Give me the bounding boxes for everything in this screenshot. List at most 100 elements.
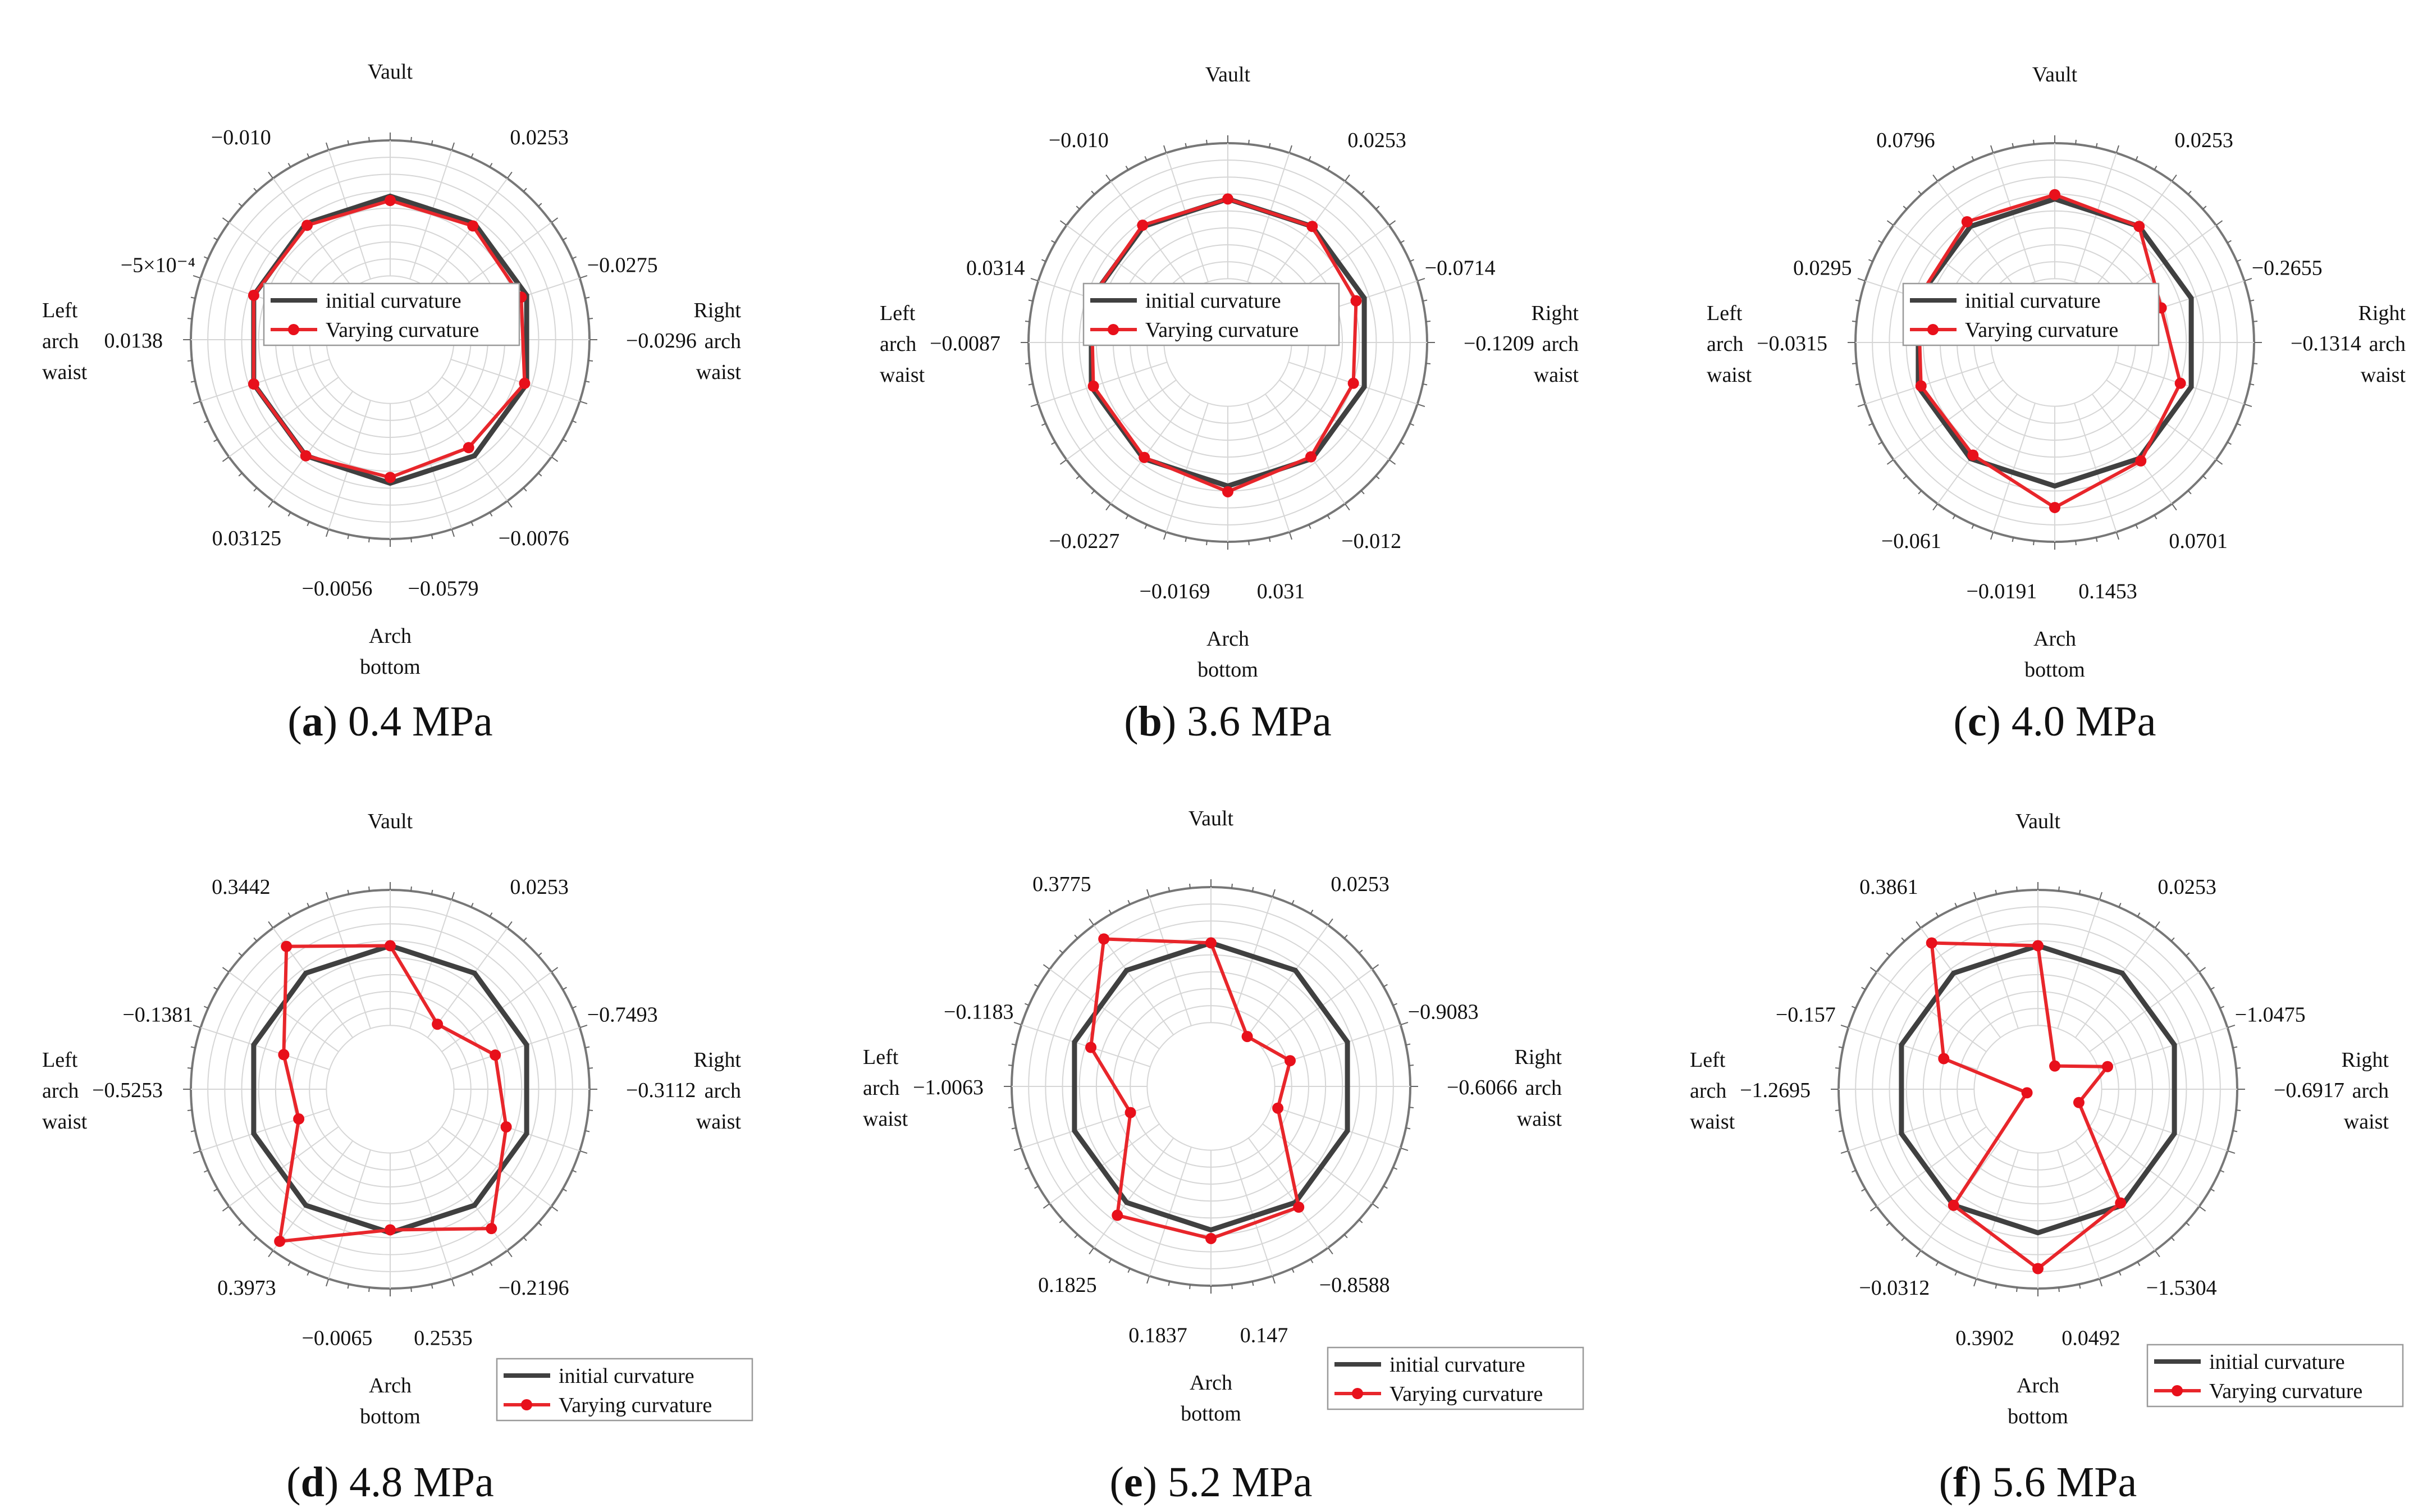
axis-tick <box>579 1150 588 1154</box>
axis-value-label: 0.031 <box>1257 580 1305 604</box>
axis-tick <box>1168 887 1171 892</box>
legend-varying-marker <box>1927 324 1939 335</box>
axis-tick <box>213 438 218 442</box>
axis-tick <box>1375 475 1380 479</box>
axis-tick <box>253 1237 258 1241</box>
axis-value-label: −0.0579 <box>408 577 479 601</box>
panel-caption: (a) 0.4 MPa <box>287 698 492 745</box>
varying-point-4 <box>2135 455 2147 467</box>
legend: initial curvature Varying curvature <box>496 1358 753 1422</box>
axis-tick <box>1308 524 1311 529</box>
left-arch-waist-label: Left <box>880 302 916 325</box>
axis-tick <box>1251 1281 1254 1286</box>
axis-tick <box>1059 1219 1063 1223</box>
right-arch-waist-label: Right <box>694 299 742 322</box>
axis-tick <box>1076 475 1080 479</box>
axis-tick <box>2135 524 2138 529</box>
axis-tick <box>190 1046 195 1049</box>
axis-tick <box>2219 1170 2225 1173</box>
axis-tick <box>1272 889 1276 897</box>
right-arch-waist-label: Right <box>2358 302 2406 325</box>
right-arch-waist-label: Right <box>1532 302 1579 325</box>
arch-bottom-label: Arch <box>1206 627 1249 651</box>
axis-tick <box>1952 166 1956 171</box>
axis-tick <box>2118 902 2122 908</box>
axis-tick <box>187 360 193 362</box>
caption-paren-open: ( <box>1954 698 1968 745</box>
grid-spoke <box>2074 153 2117 282</box>
axis-value-label: −0.0076 <box>499 527 569 550</box>
axis-tick <box>1886 1222 1890 1226</box>
legend-box <box>1327 1346 1584 1410</box>
axis-tick <box>1043 1203 1050 1209</box>
left-arch-waist-label: waist <box>42 1110 88 1134</box>
legend: initial curvature Varying curvature <box>1327 1346 1584 1410</box>
axis-tick <box>1409 423 1415 426</box>
axis-tick <box>2095 537 2098 542</box>
axis-tick <box>1360 490 1365 495</box>
axis-tick <box>1903 205 1907 210</box>
axis-tick <box>1146 889 1150 897</box>
grid-spoke <box>328 899 371 1029</box>
axis-tick <box>2170 937 2175 942</box>
legend: initial curvature Varying curvature <box>263 282 520 346</box>
varying-point-9 <box>1961 216 1973 227</box>
grid-spoke <box>2089 1126 2200 1207</box>
axis-tick <box>1423 383 1428 386</box>
axis-tick <box>410 886 412 892</box>
grid-spoke <box>1093 1138 1174 1248</box>
axis-value-label: 0.0492 <box>2062 1327 2120 1350</box>
axis-tick <box>1954 902 1958 908</box>
varying-point-8 <box>1085 1042 1097 1053</box>
legend-box <box>496 1358 753 1422</box>
varying-point-6 <box>274 1235 286 1247</box>
grid-spoke <box>200 1108 330 1152</box>
axis-tick <box>470 902 474 908</box>
axis-tick <box>1059 220 1067 226</box>
axis-tick <box>2012 143 2014 148</box>
axis-tick <box>1089 1247 1095 1255</box>
arch-bottom-label: bottom <box>360 655 420 679</box>
axis-tick <box>1025 321 1030 322</box>
axis-tick <box>1041 423 1046 426</box>
varying-point-2 <box>490 1049 501 1061</box>
panel-caption: (e) 5.2 MPa <box>1110 1459 1313 1506</box>
grid-spoke <box>2074 403 2117 532</box>
axis-tick <box>253 937 258 942</box>
grid-spoke <box>228 376 339 458</box>
axis-value-label: −0.2196 <box>499 1276 569 1300</box>
grid-spoke <box>450 1027 580 1070</box>
axis-value-label: 0.0314 <box>966 257 1025 280</box>
grid-spoke <box>2057 1149 2100 1279</box>
axis-tick <box>1852 321 1857 322</box>
axis-tick <box>2244 403 2252 407</box>
axis-tick <box>2244 278 2252 282</box>
axis-value-label: 0.0295 <box>1793 257 1852 280</box>
grid-spoke <box>1247 1138 1329 1248</box>
axis-tick <box>1125 166 1129 171</box>
axis-tick <box>2099 892 2102 900</box>
left-arch-waist-label: waist <box>42 360 88 384</box>
grid-spoke <box>1937 181 2018 291</box>
axis-tick <box>1835 1109 1840 1111</box>
axis-value-label: −0.9083 <box>1408 1001 1479 1024</box>
grid-spoke <box>2057 899 2100 1029</box>
axis-tick <box>213 986 218 990</box>
axis-tick <box>190 380 195 383</box>
grid-spoke <box>1865 362 1995 405</box>
axis-tick <box>326 892 330 900</box>
left-value-label: −1.2695 <box>1740 1079 1811 1102</box>
axis-tick <box>2250 299 2255 302</box>
vault-label: Vault <box>1189 807 1234 830</box>
grid-spoke <box>409 899 452 1029</box>
legend-box <box>1902 282 2160 346</box>
varying-point-1 <box>432 1018 444 1030</box>
axis-tick <box>1400 441 1405 445</box>
varying-point-5 <box>385 472 396 483</box>
axis-tick <box>1838 1130 1843 1132</box>
axis-tick <box>1105 503 1112 511</box>
axis-tick <box>1855 383 1860 386</box>
varying-point-7 <box>293 1113 305 1125</box>
axis-tick <box>268 921 274 929</box>
